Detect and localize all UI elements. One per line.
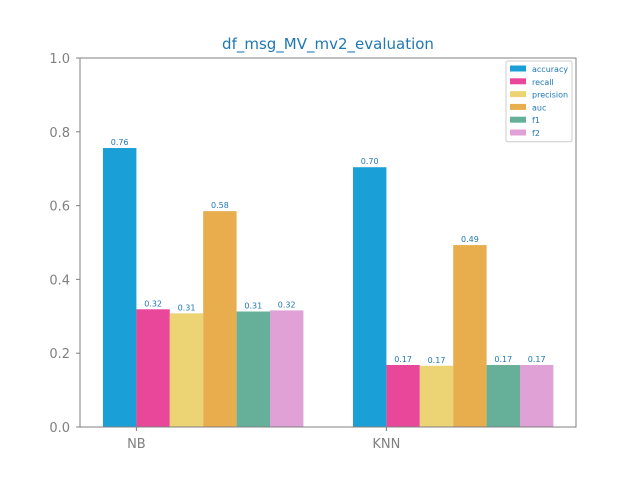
data-label-precision-knn: 0.17 <box>428 356 446 365</box>
legend-label-auc: auc <box>532 103 546 112</box>
bar-f1-knn <box>486 365 520 427</box>
legend-label-accuracy: accuracy <box>532 65 568 74</box>
y-tick-label: 0.6 <box>49 200 70 215</box>
legend-label-recall: recall <box>532 78 554 87</box>
legend-swatch-accuracy <box>510 65 526 72</box>
data-label-f2-nb: 0.32 <box>278 300 296 309</box>
data-labels-layer: 0.76 0.32 0.31 0.58 0.31 0.32 0.70 0.17 0.17 0.49… <box>111 138 546 365</box>
bar-f2-nb <box>270 310 304 427</box>
data-label-auc-nb: 0.58 <box>211 201 229 210</box>
legend-label-f2: f2 <box>532 129 540 138</box>
y-axis: 0.0 0.2 0.4 0.6 0.8 1.0 <box>49 52 80 436</box>
plot-frame <box>79 57 577 428</box>
y-tick-label: 1.0 <box>49 52 70 67</box>
data-label-auc-knn: 0.49 <box>461 235 479 244</box>
x-tick-label-nb: NB <box>127 437 146 452</box>
bar-f2-knn <box>520 365 554 427</box>
legend-swatch-f2 <box>510 129 526 136</box>
legend-swatch-f1 <box>510 116 526 123</box>
y-tick-label: 0.4 <box>49 273 70 288</box>
bar-accuracy-nb <box>103 148 137 428</box>
y-tick-label: 0.8 <box>49 126 70 141</box>
y-tick-label: 0.2 <box>49 347 70 362</box>
data-label-accuracy-knn: 0.70 <box>361 157 379 166</box>
bars-layer <box>103 148 554 428</box>
data-label-accuracy-nb: 0.76 <box>111 138 129 147</box>
bar-accuracy-knn <box>353 167 387 427</box>
data-label-f1-nb: 0.31 <box>244 302 262 311</box>
bar-precision-knn <box>419 365 454 427</box>
legend-swatch-recall <box>510 78 526 85</box>
data-label-f1-knn: 0.17 <box>494 355 512 364</box>
data-label-precision-nb: 0.31 <box>178 303 196 312</box>
legend-label-precision: precision <box>532 91 568 100</box>
bar-precision-nb <box>169 313 204 427</box>
x-tick-label-knn: KNN <box>372 437 400 452</box>
bar-auc-nb <box>203 211 237 427</box>
bar-recall-knn <box>386 365 420 427</box>
data-label-recall-knn: 0.17 <box>394 355 412 364</box>
legend: accuracy recall precision auc f1 f2 <box>505 60 573 143</box>
bar-recall-nb <box>136 309 170 427</box>
data-label-f2-knn: 0.17 <box>528 355 546 364</box>
data-label-recall-nb: 0.32 <box>144 299 162 308</box>
bar-auc-knn <box>453 245 487 427</box>
legend-swatch-auc <box>510 103 526 110</box>
legend-label-f1: f1 <box>532 116 540 125</box>
x-axis: NB KNN <box>127 427 400 452</box>
legend-swatch-precision <box>510 91 526 98</box>
chart-title: df_msg_MV_mv2_evaluation <box>222 35 434 54</box>
bar-f1-nb <box>236 311 270 427</box>
y-tick-label: 0.0 <box>49 421 70 436</box>
